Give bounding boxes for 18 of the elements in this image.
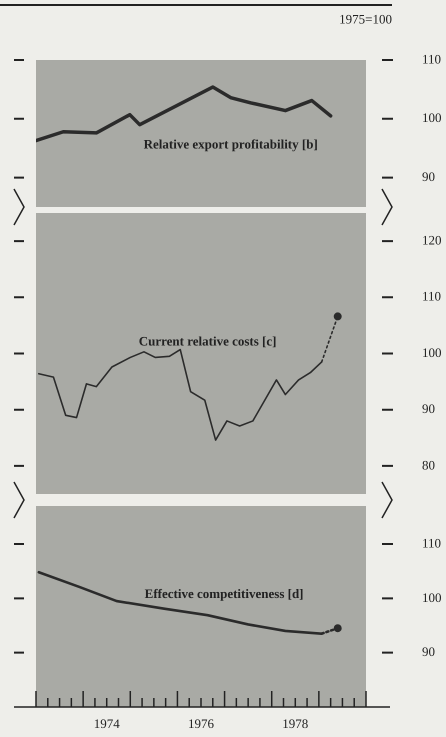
y-tick-label: 110 <box>422 288 442 304</box>
x-tick-label: 1978 <box>282 716 308 732</box>
y-tick-label: 90 <box>422 401 435 416</box>
series-label: Effective competitiveness [d] <box>144 586 304 601</box>
y-tick-label: 100 <box>422 590 442 605</box>
y-tick-label: 80 <box>422 457 435 472</box>
series-label: Current relative costs [c] <box>138 334 276 349</box>
y-tick-label: 90 <box>422 169 435 184</box>
y-tick-label: 120 <box>422 232 442 248</box>
y-tick-label: 110 <box>422 535 442 550</box>
y-tick-label: 110 <box>422 51 442 66</box>
y-tick-label: 90 <box>422 644 435 660</box>
y-tick-label: 100 <box>422 110 442 126</box>
x-tick-label: 1976 <box>188 716 214 732</box>
y-tick-label: 100 <box>422 344 442 360</box>
series-label: Relative export profitability [b] <box>144 136 318 152</box>
text: 1975=100 <box>339 11 392 26</box>
x-tick-label: 1974 <box>94 716 120 732</box>
